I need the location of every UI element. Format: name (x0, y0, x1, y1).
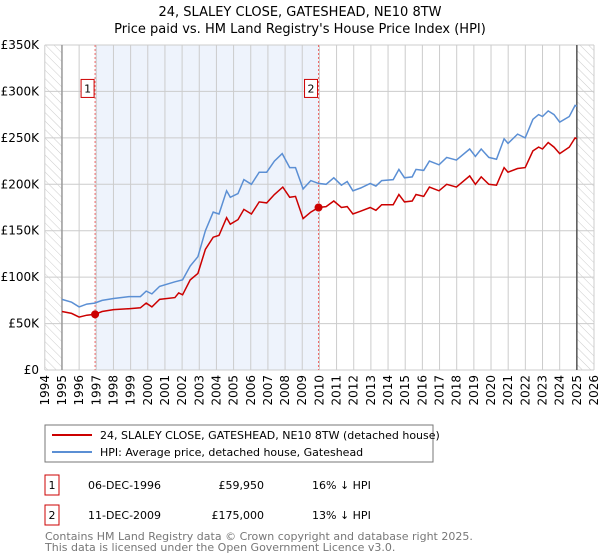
y-tick-label: £250K (1, 131, 41, 145)
x-tick-label: 2001 (158, 375, 172, 406)
x-tick-label: 2008 (278, 375, 292, 406)
transaction-price: £175,000 (212, 509, 265, 522)
x-tick-label: 2021 (501, 375, 515, 406)
x-tick-label: 2002 (175, 375, 189, 406)
x-tick-label: 2026 (587, 375, 600, 406)
y-tick-label: £300K (1, 84, 41, 98)
x-tick-label: 2006 (244, 375, 258, 406)
x-tick-label: 2024 (553, 375, 567, 406)
x-tick-label: 2016 (415, 375, 429, 406)
x-tick-label: 2004 (209, 375, 223, 406)
x-tick-label: 2010 (312, 375, 326, 406)
x-tick-label: 2018 (450, 375, 464, 406)
sale-label-box (80, 78, 95, 98)
x-tick-label: 2011 (330, 375, 344, 406)
x-tick-label: 2009 (295, 375, 309, 406)
footer-licence: This data is licensed under the Open Gov… (44, 541, 395, 554)
sale-label-box (304, 78, 319, 98)
x-tick-label: 1999 (124, 375, 138, 406)
x-tick-label: 2019 (467, 375, 481, 406)
legend-label-property: 24, SLALEY CLOSE, GATESHEAD, NE10 8TW (d… (100, 429, 440, 442)
hatched-no-data-region (576, 45, 594, 370)
transaction-number: 1 (49, 479, 56, 492)
transaction-hpi-diff: 13% ↓ HPI (312, 509, 371, 522)
x-tick-label: 2005 (227, 375, 241, 406)
y-tick-label: £50K (8, 317, 40, 331)
x-tick-label: 1997 (89, 375, 103, 406)
x-tick-label: 1996 (72, 375, 86, 406)
transaction-date: 06-DEC-1996 (88, 479, 161, 492)
transaction-hpi-diff: 16% ↓ HPI (312, 479, 371, 492)
property-price-line (61, 136, 578, 318)
transaction-price: £59,950 (219, 479, 265, 492)
shaded-ownership-period (95, 45, 319, 370)
y-tick-label: £200K (1, 177, 41, 191)
sale-label: 1 (84, 82, 91, 95)
legend-label-hpi: HPI: Average price, detached house, Gate… (100, 446, 363, 459)
chart-title: 24, SLALEY CLOSE, GATESHEAD, NE10 8TW (158, 5, 441, 20)
x-tick-label: 1998 (106, 375, 120, 406)
y-tick-label: £350K (1, 38, 41, 52)
x-tick-label: 2007 (261, 375, 275, 406)
x-tick-label: 2025 (570, 375, 584, 406)
x-tick-label: 1995 (55, 375, 69, 406)
x-tick-label: 2012 (347, 375, 361, 406)
x-tick-label: 2003 (192, 375, 206, 406)
hpi-line (61, 104, 578, 308)
legend (44, 424, 434, 463)
x-tick-label: 2022 (518, 375, 532, 406)
transaction-row: 2 11-DEC-2009 £175,000 13% ↓ HPI (44, 504, 371, 526)
sale-label: 2 (308, 82, 315, 95)
x-tick-label: 2013 (364, 375, 378, 406)
x-tick-label: 1994 (38, 375, 52, 406)
y-tick-label: £100K (1, 270, 41, 284)
hatched-no-data-region (44, 45, 62, 370)
chart-subtitle: Price paid vs. HM Land Registry's House … (114, 22, 486, 37)
footer-copyright: Contains HM Land Registry data © Crown c… (45, 530, 473, 543)
transaction-marker (44, 504, 60, 526)
x-tick-label: 2017 (433, 375, 447, 406)
transaction-row: 1 06-DEC-1996 £59,950 16% ↓ HPI (44, 474, 371, 496)
sale-point (314, 203, 323, 212)
x-tick-label: 2023 (536, 375, 550, 406)
sale-point (91, 310, 100, 319)
x-tick-label: 2014 (381, 375, 395, 406)
transaction-number: 2 (49, 509, 56, 522)
x-tick-label: 2020 (484, 375, 498, 406)
transaction-date: 11-DEC-2009 (88, 509, 161, 522)
y-tick-label: £150K (1, 224, 41, 238)
y-tick-label: £0 (24, 363, 39, 377)
x-tick-label: 2000 (141, 375, 155, 406)
transaction-marker (44, 474, 60, 496)
x-tick-label: 2015 (398, 375, 412, 406)
